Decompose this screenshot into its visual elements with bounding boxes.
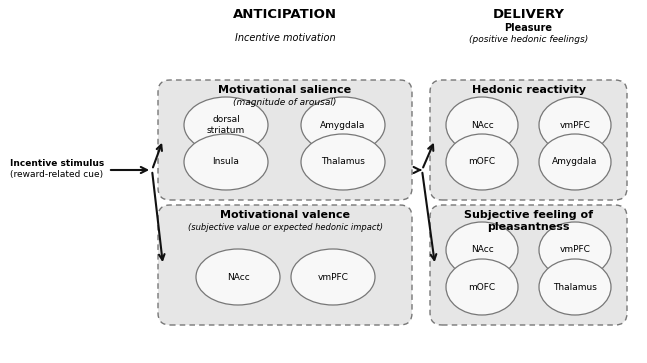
Text: vmPFC: vmPFC (560, 121, 591, 130)
Text: Thalamus: Thalamus (553, 282, 597, 291)
Text: Incentive motivation: Incentive motivation (235, 33, 335, 43)
Text: Pleasure: Pleasure (505, 23, 553, 33)
Ellipse shape (301, 97, 385, 153)
Ellipse shape (446, 97, 518, 153)
Text: vmPFC: vmPFC (560, 245, 591, 254)
Text: mOFC: mOFC (468, 158, 496, 167)
Text: ANTICIPATION: ANTICIPATION (233, 8, 337, 21)
Text: NAcc: NAcc (470, 121, 494, 130)
Ellipse shape (291, 249, 375, 305)
Text: NAcc: NAcc (470, 245, 494, 254)
Text: (reward-related cue): (reward-related cue) (10, 171, 103, 179)
FancyBboxPatch shape (430, 80, 627, 200)
Text: Thalamus: Thalamus (321, 158, 365, 167)
Ellipse shape (539, 97, 611, 153)
FancyBboxPatch shape (430, 205, 627, 325)
Ellipse shape (184, 97, 268, 153)
Ellipse shape (301, 134, 385, 190)
Ellipse shape (446, 259, 518, 315)
Text: Amygdala: Amygdala (553, 158, 598, 167)
Ellipse shape (446, 222, 518, 278)
Ellipse shape (539, 259, 611, 315)
Text: Motivational salience: Motivational salience (219, 85, 351, 95)
Text: Motivational valence: Motivational valence (220, 210, 350, 220)
Ellipse shape (539, 134, 611, 190)
Text: Hedonic reactivity: Hedonic reactivity (472, 85, 586, 95)
Text: (positive hedonic feelings): (positive hedonic feelings) (469, 35, 588, 44)
Text: dorsal
striatum: dorsal striatum (207, 115, 245, 135)
Text: Subjective feeling of
pleasantness: Subjective feeling of pleasantness (464, 210, 593, 232)
Text: (magnitude of arousal): (magnitude of arousal) (234, 98, 336, 107)
Text: mOFC: mOFC (468, 282, 496, 291)
Ellipse shape (196, 249, 280, 305)
Text: Insula: Insula (213, 158, 239, 167)
Ellipse shape (446, 134, 518, 190)
Text: Incentive stimulus: Incentive stimulus (10, 159, 104, 167)
FancyBboxPatch shape (158, 205, 412, 325)
FancyBboxPatch shape (158, 80, 412, 200)
Text: vmPFC: vmPFC (318, 273, 349, 281)
Ellipse shape (184, 134, 268, 190)
Text: DELIVERY: DELIVERY (492, 8, 564, 21)
Text: NAcc: NAcc (226, 273, 249, 281)
Text: Amygdala: Amygdala (320, 121, 366, 130)
Ellipse shape (539, 222, 611, 278)
Text: (subjective value or expected hedonic impact): (subjective value or expected hedonic im… (188, 223, 382, 232)
